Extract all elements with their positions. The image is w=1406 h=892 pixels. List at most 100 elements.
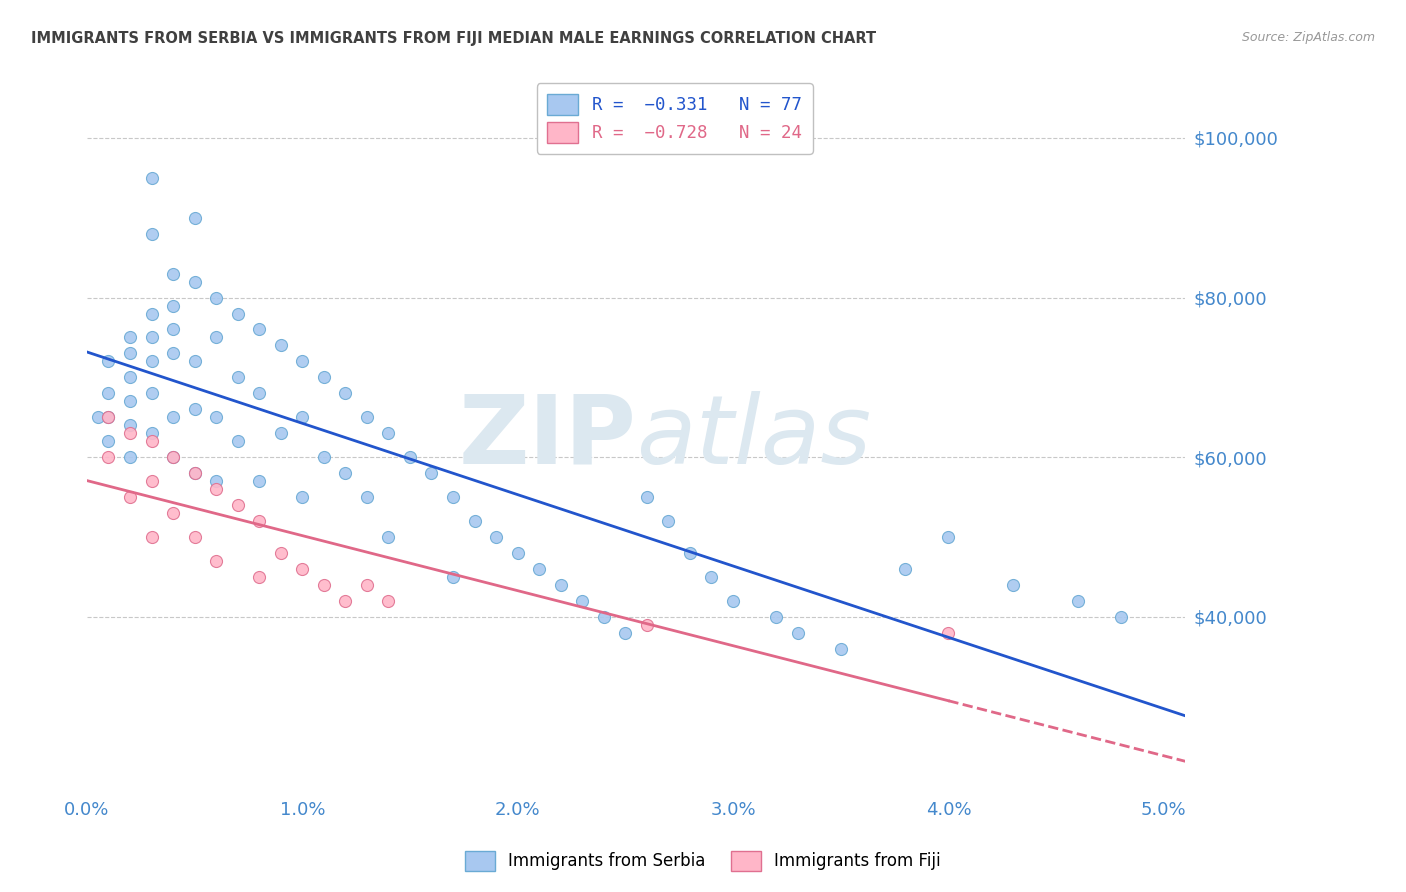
Point (205, 410, 228, 425)
Point (377, 594, 399, 608)
Point (118, 418, 141, 433)
Point (183, 354, 205, 368)
Point (118, 330, 141, 344)
Point (141, 530, 163, 544)
Point (205, 482, 228, 496)
Point (399, 450, 422, 465)
Point (270, 546, 292, 560)
Point (141, 474, 163, 488)
Point (183, 467, 205, 481)
Point (356, 578, 378, 592)
Point (441, 570, 464, 584)
Point (377, 530, 399, 544)
Text: atlas: atlas (636, 391, 872, 483)
Point (118, 450, 141, 465)
Point (141, 434, 163, 449)
Point (592, 610, 614, 624)
Point (657, 514, 679, 528)
Point (183, 530, 205, 544)
Point (183, 275, 205, 289)
Point (205, 474, 228, 488)
Point (118, 346, 141, 360)
Point (506, 546, 529, 560)
Point (183, 211, 205, 225)
Point (1066, 594, 1088, 608)
Point (636, 490, 658, 504)
Point (226, 306, 249, 320)
Point (550, 578, 572, 592)
Point (141, 306, 163, 320)
Point (765, 610, 787, 624)
Point (118, 490, 141, 504)
Point (162, 267, 184, 281)
Point (141, 330, 163, 344)
Point (377, 426, 399, 441)
Point (118, 370, 141, 384)
Point (441, 490, 464, 504)
Point (335, 386, 357, 401)
Point (291, 354, 314, 368)
Point (1109, 610, 1132, 624)
Point (721, 594, 744, 608)
Legend: R =  −0.331   N = 77, R =  −0.728   N = 24: R = −0.331 N = 77, R = −0.728 N = 24 (537, 84, 813, 153)
Point (141, 386, 163, 401)
Point (614, 626, 637, 640)
Point (1001, 578, 1024, 592)
Point (162, 450, 184, 465)
Point (527, 562, 550, 576)
Point (162, 506, 184, 520)
Point (247, 570, 270, 584)
Point (205, 291, 228, 305)
Point (97, 410, 120, 425)
Point (291, 562, 314, 576)
Point (97, 410, 120, 425)
Point (894, 562, 917, 576)
Point (312, 450, 335, 465)
Point (830, 642, 852, 657)
Point (162, 450, 184, 465)
Point (86, 410, 108, 425)
Point (270, 338, 292, 352)
Text: Source: ZipAtlas.com: Source: ZipAtlas.com (1241, 31, 1375, 45)
Point (226, 434, 249, 449)
Text: IMMIGRANTS FROM SERBIA VS IMMIGRANTS FROM FIJI MEDIAN MALE EARNINGS CORRELATION : IMMIGRANTS FROM SERBIA VS IMMIGRANTS FRO… (31, 31, 876, 46)
Point (312, 370, 335, 384)
Point (97, 450, 120, 465)
Point (205, 554, 228, 568)
Point (162, 299, 184, 313)
Point (247, 514, 270, 528)
Point (700, 570, 723, 584)
Point (291, 490, 314, 504)
Point (291, 410, 314, 425)
Point (335, 594, 357, 608)
Point (356, 490, 378, 504)
Legend: Immigrants from Serbia, Immigrants from Fiji: Immigrants from Serbia, Immigrants from … (457, 842, 949, 880)
Point (162, 410, 184, 425)
Point (679, 546, 702, 560)
Point (97, 354, 120, 368)
Point (356, 410, 378, 425)
Point (247, 386, 270, 401)
Point (226, 370, 249, 384)
Point (247, 474, 270, 488)
Point (420, 467, 443, 481)
Point (183, 402, 205, 417)
Point (636, 618, 658, 632)
Point (226, 498, 249, 512)
Text: ZIP: ZIP (458, 391, 636, 483)
Point (247, 322, 270, 336)
Point (97, 434, 120, 449)
Point (118, 394, 141, 409)
Point (485, 530, 508, 544)
Point (938, 626, 960, 640)
Point (118, 426, 141, 441)
Point (162, 322, 184, 336)
Point (183, 467, 205, 481)
Point (786, 626, 808, 640)
Point (938, 530, 960, 544)
Point (205, 330, 228, 344)
Point (335, 467, 357, 481)
Point (270, 426, 292, 441)
Point (97, 386, 120, 401)
Point (141, 426, 163, 441)
